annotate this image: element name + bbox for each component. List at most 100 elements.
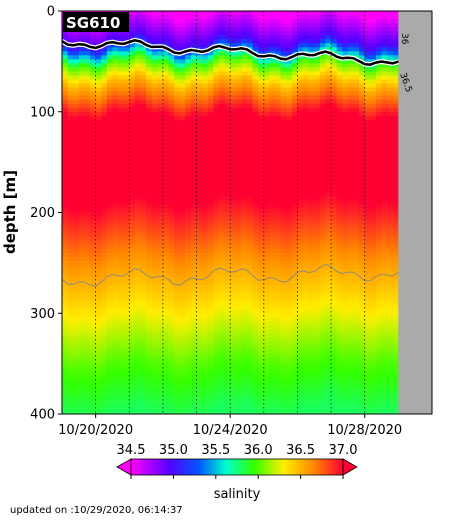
field-cell — [218, 333, 226, 339]
field-cell — [134, 91, 142, 97]
field-cell — [118, 111, 125, 117]
field-cell — [297, 361, 304, 367]
field-cell — [95, 393, 102, 399]
field-cell — [207, 289, 214, 294]
field-cell — [297, 248, 304, 254]
field-cell — [252, 15, 259, 20]
field-cell — [67, 95, 74, 101]
field-cell — [235, 200, 242, 206]
field-cell — [95, 333, 102, 339]
field-cell — [308, 127, 315, 133]
field-cell — [179, 357, 186, 363]
field-cell — [286, 148, 293, 153]
field-cell — [151, 240, 158, 246]
field-cell — [207, 305, 214, 310]
field-cell — [213, 232, 220, 238]
field-cell — [303, 23, 310, 28]
field-cell — [224, 95, 231, 101]
field-cell — [106, 281, 114, 286]
field-cell — [67, 337, 74, 343]
field-cell — [179, 349, 186, 355]
field-cell — [291, 353, 299, 359]
field-cell — [275, 63, 282, 69]
field-cell — [319, 252, 327, 258]
field-cell — [179, 369, 186, 375]
field-cell — [218, 228, 226, 234]
field-cell — [319, 220, 327, 226]
field-cell — [84, 381, 91, 387]
field-cell — [67, 35, 74, 40]
field-cell — [319, 272, 327, 278]
field-cell — [185, 313, 192, 318]
field-cell — [247, 313, 254, 318]
field-cell — [247, 365, 254, 371]
field-cell — [106, 260, 114, 266]
field-cell — [235, 192, 242, 197]
field-cell — [157, 143, 164, 149]
field-cell — [269, 240, 276, 246]
field-cell — [269, 248, 276, 254]
field-cell — [62, 119, 69, 125]
field-cell — [129, 397, 136, 403]
field-cell — [280, 244, 287, 250]
field-cell — [252, 39, 259, 44]
field-cell — [235, 156, 242, 161]
field-cell — [252, 248, 259, 254]
field-cell — [174, 224, 181, 230]
field-cell — [62, 232, 69, 238]
field-cell — [185, 224, 192, 230]
field-cell — [269, 285, 276, 290]
field-cell — [168, 99, 175, 105]
field-cell — [252, 321, 259, 326]
field-cell — [67, 373, 74, 379]
field-cell — [168, 139, 175, 145]
field-cell — [303, 393, 310, 399]
field-cell — [224, 236, 231, 242]
field-cell — [247, 107, 254, 113]
field-cell — [123, 43, 130, 48]
field-cell — [314, 305, 321, 310]
field-cell — [95, 160, 102, 165]
field-cell — [106, 43, 114, 48]
field-cell — [319, 43, 327, 48]
field-cell — [84, 240, 91, 246]
field-cell — [297, 236, 304, 242]
field-cell — [325, 156, 332, 161]
field-cell — [303, 301, 310, 306]
field-cell — [67, 397, 74, 403]
field-cell — [106, 63, 114, 69]
field-cell — [286, 252, 293, 258]
field-cell — [73, 131, 80, 137]
field-cell — [134, 248, 142, 254]
field-cell — [275, 115, 282, 121]
field-cell — [297, 232, 304, 238]
field-cell — [280, 248, 287, 254]
field-cell — [151, 196, 158, 202]
field-cell — [297, 329, 304, 334]
field-cell — [101, 317, 108, 322]
field-cell — [319, 313, 327, 318]
field-cell — [252, 381, 259, 387]
field-cell — [174, 168, 181, 173]
field-cell — [174, 393, 181, 399]
field-cell — [78, 361, 86, 367]
field-cell — [331, 156, 338, 161]
field-cell — [73, 373, 80, 379]
field-cell — [230, 289, 237, 294]
field-cell — [174, 107, 181, 113]
field-cell — [291, 135, 299, 141]
field-cell — [151, 152, 158, 157]
field-cell — [151, 31, 158, 36]
field-cell — [134, 139, 142, 145]
field-cell — [202, 381, 209, 387]
field-cell — [185, 196, 192, 202]
field-cell — [241, 192, 248, 197]
field-cell — [258, 361, 265, 367]
field-cell — [286, 204, 293, 210]
field-cell — [235, 107, 242, 113]
field-cell — [118, 172, 125, 177]
field-cell — [331, 232, 338, 238]
field-cell — [185, 240, 192, 246]
field-cell — [207, 333, 214, 339]
field-cell — [129, 389, 136, 395]
